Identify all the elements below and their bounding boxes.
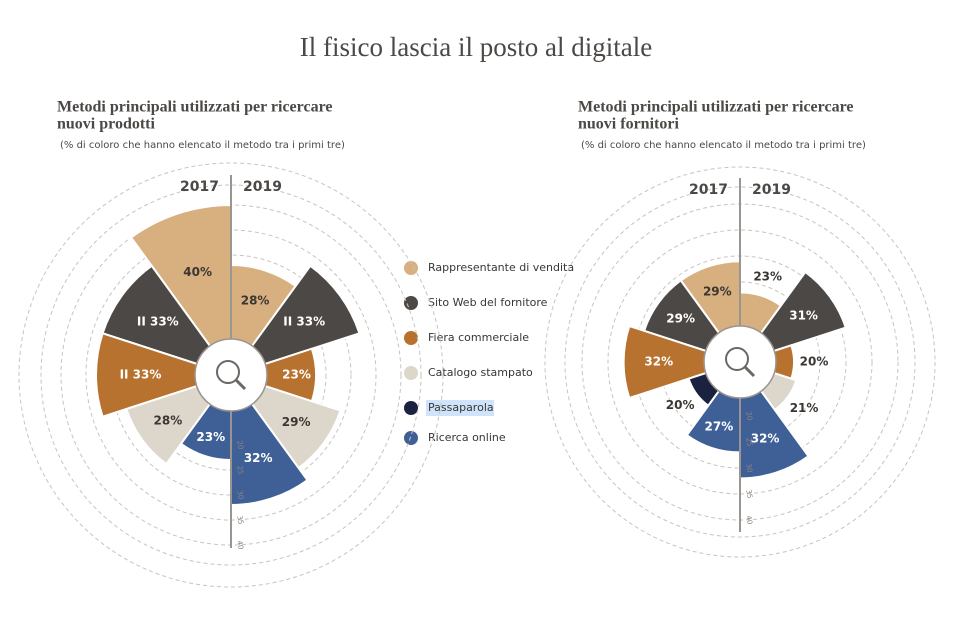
center-disc (703, 325, 777, 399)
wedge (230, 371, 309, 507)
value-label: 32% (751, 432, 780, 446)
value-label: 32% (244, 451, 273, 465)
value-label: 31% (789, 308, 818, 322)
selection-highlight (426, 400, 494, 416)
magnifier-handle (743, 365, 756, 378)
r-tick-label: 30 (744, 463, 753, 473)
legend-swatch (404, 261, 418, 275)
magnifier-lens (216, 360, 240, 384)
r-tick-label: 25 (744, 437, 753, 447)
value-label: 23% (196, 430, 225, 444)
legend-label: Sito Web del fornitore (428, 296, 548, 309)
grid-ring (659, 281, 821, 443)
magnifier-lens (725, 347, 749, 371)
decor-ring (18, 162, 444, 588)
r-tick-label: 20 (235, 440, 244, 450)
wedge (101, 264, 234, 377)
legend-swatch (404, 366, 418, 380)
wedge (95, 332, 235, 418)
value-label: 29% (666, 311, 695, 325)
year-label: 2017 (180, 179, 219, 195)
r-tick-label: 35 (235, 515, 244, 525)
chart-title: Metodi principali utilizzati per ricerca… (57, 99, 332, 116)
legend-swatch (404, 431, 418, 445)
value-label: 23% (753, 269, 782, 283)
year-label: 2019 (752, 182, 791, 198)
value-label: 40% (183, 265, 212, 279)
value-label: 32% (644, 355, 673, 369)
legend-swatch (404, 401, 418, 415)
grid-ring (607, 229, 873, 495)
value-label: 27% (705, 419, 734, 433)
r-tick-label: 20 (744, 411, 753, 421)
r-tick-label: 40 (235, 540, 244, 550)
page-title: Il fisico lascia il posto al digitale (300, 32, 652, 62)
decor-ring (40, 184, 422, 566)
chart-title: nuovi fornitori (578, 116, 679, 133)
value-label: 28% (241, 293, 270, 307)
r-tick-label: 35 (744, 489, 753, 499)
value-label: II 33% (137, 314, 179, 328)
value-label: 21% (790, 401, 819, 415)
legend-label: Ricerca online (428, 431, 506, 444)
value-label: II 33% (283, 314, 325, 328)
value-label: II 33% (120, 368, 162, 382)
wedge (622, 324, 744, 400)
legend-label: Fiera commerciale (428, 331, 529, 344)
r-tick-label: 30 (235, 490, 244, 500)
decor-ring (564, 186, 916, 538)
wedge (129, 203, 232, 379)
chart-title: nuovi prodotti (57, 116, 156, 133)
legend-label: Rappresentante di vendita (428, 261, 574, 274)
chart-subtitle: (% di coloro che hanno elencato il metod… (581, 140, 866, 151)
value-label: 23% (282, 368, 311, 382)
center-disc (194, 338, 268, 412)
r-tick-label: 25 (235, 465, 244, 475)
value-label: 29% (282, 415, 311, 429)
grid-ring (110, 254, 352, 496)
year-label: 2019 (243, 179, 282, 195)
value-label: 20% (666, 398, 695, 412)
legend-swatch (404, 296, 418, 310)
chart-subtitle: (% di coloro che hanno elencato il metod… (60, 140, 345, 151)
value-label: 29% (703, 285, 732, 299)
value-label: 20% (800, 355, 829, 369)
value-label: 28% (154, 413, 183, 427)
decor-ring (544, 166, 936, 558)
legend-label: Catalogo stampato (428, 366, 533, 379)
legend-swatch (404, 331, 418, 345)
r-tick-label: 40 (744, 515, 753, 525)
year-label: 2017 (689, 182, 728, 198)
legend-label: Passaparola (428, 401, 494, 414)
chart-title: Metodi principali utilizzati per ricerca… (578, 99, 853, 116)
magnifier-handle (234, 378, 247, 391)
wedge (228, 264, 361, 377)
